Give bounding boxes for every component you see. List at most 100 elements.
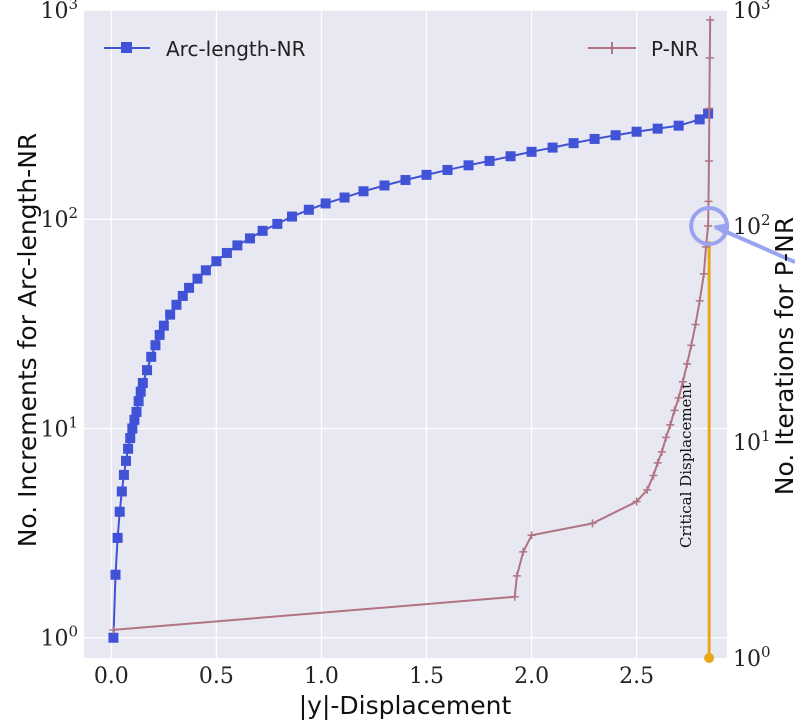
data-point: [695, 296, 704, 305]
data-point: [211, 256, 222, 267]
data-point: [125, 433, 136, 444]
data-point: [221, 247, 232, 258]
legend-right: P-NR: [588, 37, 699, 61]
data-point: [674, 393, 683, 402]
data-point: [484, 155, 495, 166]
series-group: [108, 15, 715, 643]
data-point: [358, 186, 369, 197]
data-point: [379, 180, 390, 191]
data-point: [705, 53, 714, 62]
data-point: [653, 458, 662, 467]
x-tick-label: 0.0: [94, 664, 129, 689]
data-point: [652, 123, 663, 134]
data-point: [108, 632, 119, 643]
data-point: [129, 414, 140, 425]
left-tick-label: 101: [40, 413, 78, 442]
data-point: [442, 164, 453, 175]
data-point: [687, 341, 696, 350]
data-point: [519, 547, 528, 556]
x-tick-label: 1.0: [304, 664, 339, 689]
data-point: [703, 108, 714, 119]
data-point: [131, 406, 142, 417]
highlight-arrow: [714, 225, 795, 264]
data-point: [589, 133, 600, 144]
data-point: [526, 146, 537, 157]
data-point: [610, 130, 621, 141]
left-tick-label: 100: [40, 623, 78, 652]
data-point: [704, 222, 713, 230]
left-tick-label: 102: [40, 204, 78, 233]
data-point: [678, 377, 687, 386]
data-point: [192, 273, 203, 284]
data-point: [245, 233, 256, 244]
data-point: [110, 569, 121, 580]
data-point: [588, 519, 597, 528]
data-point: [257, 225, 268, 236]
data-point: [631, 126, 642, 137]
left-tick-label: 103: [40, 0, 78, 24]
data-point: [505, 151, 516, 162]
data-point: [666, 420, 675, 429]
data-point: [699, 269, 708, 278]
critical-displacement-point: [704, 653, 715, 663]
data-point: [670, 406, 679, 415]
data-point: [232, 240, 243, 251]
data-point: [683, 359, 692, 368]
legend-left: Arc-length-NR: [104, 37, 306, 61]
right-tick-label: 101: [733, 427, 771, 456]
data-point: [705, 104, 714, 113]
data-point: [133, 396, 144, 407]
data-point: [691, 320, 700, 329]
data-point: [463, 160, 474, 171]
highlight-arrowhead: [713, 223, 729, 235]
data-point: [135, 386, 146, 397]
data-point: [184, 282, 195, 293]
data-point: [127, 423, 138, 434]
data-point: [118, 469, 129, 480]
highlight-group: [689, 206, 795, 264]
x-tick-labels: 0.0 0.5 1.0 1.5 2.0 2.5: [94, 664, 654, 689]
x-tick-label: 2.0: [514, 664, 549, 689]
data-point: [142, 365, 153, 376]
data-point: [287, 211, 298, 222]
data-point: [704, 156, 713, 165]
data-point: [527, 531, 536, 540]
legend-right-marker: [606, 42, 618, 54]
data-point: [339, 192, 350, 203]
data-point: [303, 204, 314, 215]
legend-right-label: P-NR: [651, 37, 699, 61]
data-point: [171, 299, 182, 310]
data-point: [704, 197, 713, 206]
x-tick-label: 0.5: [199, 664, 234, 689]
data-point: [109, 625, 118, 634]
data-point: [662, 433, 671, 442]
x-tick-label: 2.5: [619, 664, 654, 689]
right-tick-label: 103: [733, 0, 771, 24]
right-tick-label: 100: [733, 643, 771, 672]
x-axis-label: |y|-Displacement: [299, 691, 512, 720]
data-point: [150, 340, 161, 351]
data-point: [421, 169, 432, 180]
data-point: [121, 455, 132, 466]
legend-left-marker: [121, 42, 132, 53]
data-point: [512, 571, 521, 580]
critical-displacement-label: Critical Displacement: [677, 383, 695, 548]
series-line-1: [113, 19, 712, 631]
data-point: [706, 15, 715, 24]
data-point: [123, 443, 134, 454]
data-point: [632, 497, 641, 506]
data-point: [177, 290, 188, 301]
data-point: [165, 309, 176, 320]
right-axis-label: No. Iterations for P-NR: [770, 217, 795, 495]
left-axis-label: No. Increments for Arc-length-NR: [13, 133, 42, 548]
data-point: [643, 485, 652, 494]
data-point: [320, 198, 331, 209]
data-point: [112, 532, 123, 543]
data-point: [116, 486, 127, 497]
data-point: [114, 506, 125, 517]
data-point: [137, 377, 148, 388]
data-point: [547, 142, 558, 153]
x-tick-label: 1.5: [409, 664, 444, 689]
data-point: [657, 447, 666, 456]
